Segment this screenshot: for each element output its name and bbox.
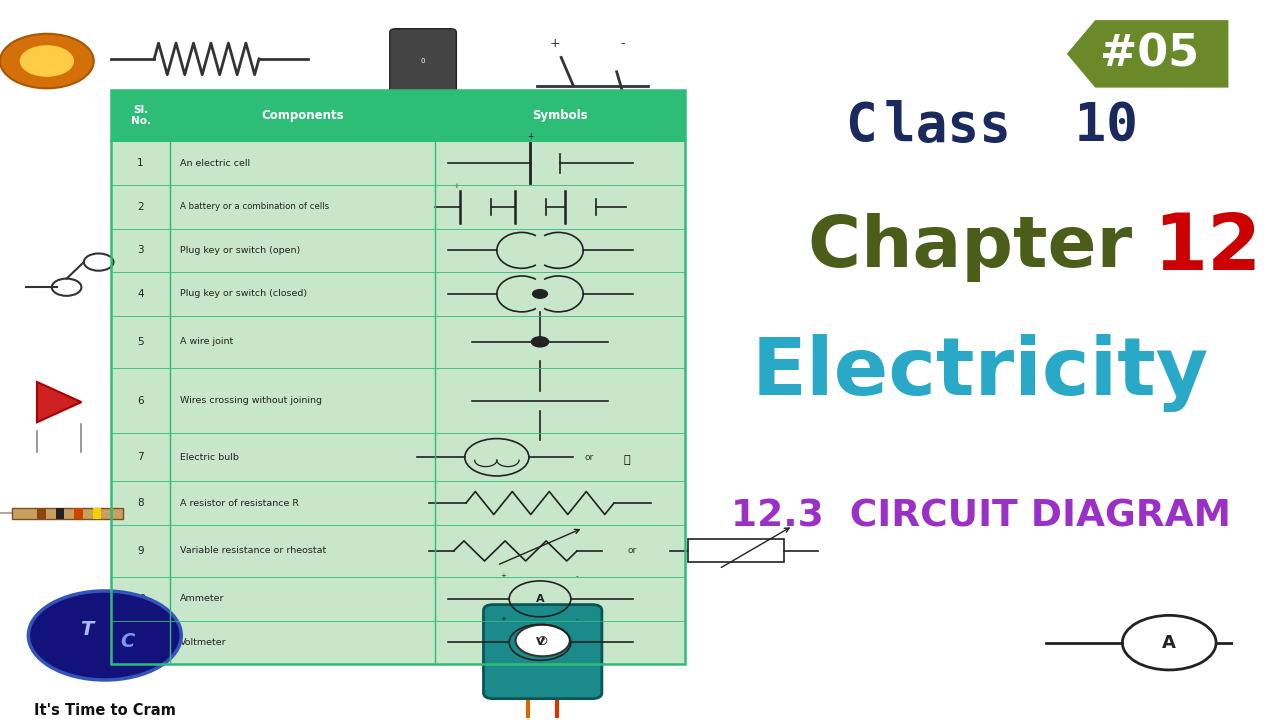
Bar [111, 481, 685, 525]
Bar [689, 539, 785, 562]
Polygon shape [37, 382, 82, 422]
Text: Electricity: Electricity [751, 334, 1210, 413]
Circle shape [516, 625, 570, 657]
Text: 5: 5 [137, 337, 143, 347]
Bar [111, 141, 685, 185]
Text: 2: 2 [137, 202, 143, 212]
Circle shape [532, 289, 548, 298]
Text: A wire joint: A wire joint [180, 338, 233, 346]
Text: 0: 0 [421, 58, 425, 64]
Bar [111, 228, 685, 272]
Text: An electric cell: An electric cell [180, 158, 250, 168]
Circle shape [531, 337, 549, 347]
Text: 3: 3 [137, 246, 143, 256]
Text: It's Time to Cram: It's Time to Cram [33, 703, 175, 719]
Bar [111, 90, 685, 141]
Text: 9: 9 [137, 546, 143, 556]
Text: T: T [79, 620, 93, 639]
Bar [111, 433, 685, 481]
Text: 11: 11 [134, 637, 147, 647]
Text: Electric bulb: Electric bulb [180, 453, 239, 462]
Bar [111, 368, 685, 433]
Text: +: + [500, 616, 506, 622]
Bar [111, 315, 685, 368]
Polygon shape [1066, 20, 1229, 88]
Text: Voltmeter: Voltmeter [180, 638, 227, 647]
Text: +: + [500, 572, 506, 579]
Bar [13, 508, 123, 519]
Bar [111, 185, 685, 228]
Text: +: + [527, 132, 534, 141]
Bar [111, 90, 685, 664]
Bar [74, 508, 83, 519]
Text: Symbols: Symbols [532, 109, 588, 122]
Bar [111, 577, 685, 621]
Text: -: - [576, 616, 579, 622]
Bar [111, 272, 685, 315]
Text: Components: Components [261, 109, 344, 122]
Circle shape [19, 45, 74, 77]
Bar [55, 508, 64, 519]
Text: A battery or a combination of cells: A battery or a combination of cells [180, 202, 329, 211]
Text: Plug key or switch (closed): Plug key or switch (closed) [180, 289, 307, 298]
Text: Ammeter: Ammeter [180, 594, 224, 603]
Text: 1: 1 [137, 158, 143, 168]
Text: Sl.
No.: Sl. No. [131, 105, 151, 127]
Text: 10: 10 [134, 594, 147, 604]
Text: -: - [576, 572, 579, 579]
Text: 🔆: 🔆 [623, 455, 630, 465]
Text: A: A [1162, 634, 1176, 652]
Text: 12: 12 [1153, 210, 1262, 286]
Text: #05: #05 [1100, 32, 1199, 76]
Text: 8: 8 [137, 498, 143, 508]
Bar [37, 508, 46, 519]
Text: Wires crossing without joining: Wires crossing without joining [180, 396, 323, 405]
Text: -: - [621, 37, 625, 50]
Text: +: + [453, 183, 460, 189]
Text: Chapter: Chapter [808, 213, 1157, 282]
Text: Plug key or switch (open): Plug key or switch (open) [180, 246, 301, 255]
Circle shape [0, 34, 93, 89]
Text: +: + [549, 37, 561, 50]
Circle shape [28, 591, 182, 680]
Text: C: C [845, 99, 877, 152]
Text: 12.3  CIRCUIT DIAGRAM: 12.3 CIRCUIT DIAGRAM [731, 499, 1230, 535]
Text: 4: 4 [137, 289, 143, 299]
FancyBboxPatch shape [389, 29, 457, 115]
Text: or: or [585, 453, 594, 462]
Text: C: C [120, 631, 134, 651]
Bar [111, 525, 685, 577]
Bar [111, 621, 685, 664]
Text: 6: 6 [137, 396, 143, 405]
Text: lass  10: lass 10 [884, 99, 1138, 152]
Text: ⊘: ⊘ [536, 634, 549, 647]
FancyBboxPatch shape [484, 605, 602, 698]
Text: 7: 7 [137, 452, 143, 462]
Text: V: V [536, 637, 544, 647]
Text: A resistor of resistance R: A resistor of resistance R [180, 498, 300, 508]
Text: A: A [536, 594, 544, 604]
Text: Variable resistance or rheostat: Variable resistance or rheostat [180, 546, 326, 555]
Bar [92, 508, 101, 519]
Text: or: or [628, 546, 637, 555]
